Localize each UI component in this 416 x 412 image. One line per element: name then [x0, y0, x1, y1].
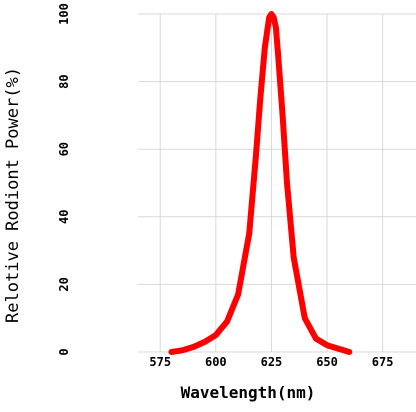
x-tick-label: 675 [372, 355, 394, 369]
x-tick-labels: 575 600 625 650 675 [149, 355, 393, 369]
y-axis-label: Relotive Rodiont Power(%) [3, 67, 23, 323]
y-tick-label: 60 [57, 142, 71, 156]
y-tick-label: 100 [57, 3, 71, 25]
y-tick-labels: 0 20 40 60 80 100 [57, 3, 71, 355]
x-axis-label: Wavelength(nm) [181, 383, 316, 402]
x-tick-label: 650 [316, 355, 338, 369]
grid-lines [138, 13, 416, 353]
y-tick-label: 0 [57, 348, 71, 355]
y-tick-label: 20 [57, 277, 71, 291]
x-tick-label: 600 [205, 355, 227, 369]
x-tick-label: 625 [261, 355, 283, 369]
y-tick-label: 40 [57, 210, 71, 224]
x-tick-label: 575 [149, 355, 171, 369]
y-tick-label: 80 [57, 74, 71, 88]
series-line [168, 11, 353, 355]
series-layer [168, 11, 353, 355]
